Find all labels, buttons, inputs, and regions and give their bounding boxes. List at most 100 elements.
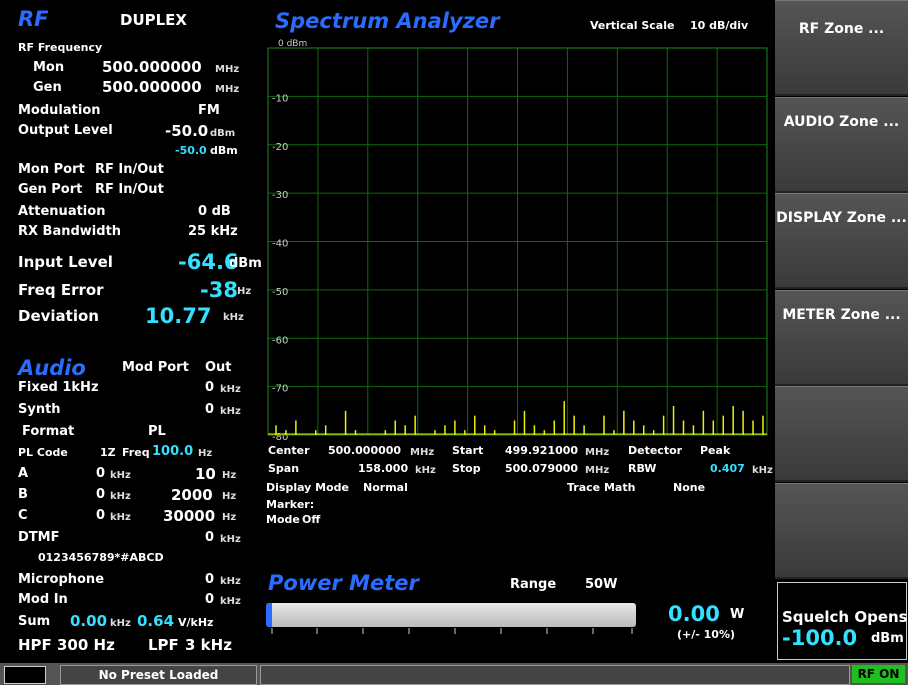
spectrum-scale-label: Vertical Scale xyxy=(590,19,675,32)
audio-title: Audio xyxy=(18,356,86,380)
softkeys-2[interactable]: DISPLAY Zone ... xyxy=(776,210,907,226)
indicator xyxy=(4,666,46,684)
rf-gen-port-value: RF In/Out xyxy=(95,182,164,197)
audio-hpf-value: 300 Hz xyxy=(57,636,115,654)
audio-format-label: Format xyxy=(22,424,75,439)
y-tick-label: -50 xyxy=(272,287,288,298)
rf-output-level-actual: -50.0 xyxy=(175,144,207,157)
audio-sum-value: 0.00 xyxy=(70,612,108,630)
spectrum-span-value: 158.000 xyxy=(358,462,409,475)
rf-mon-port-value: RF In/Out xyxy=(95,162,164,177)
softkeys-3[interactable]: METER Zone ... xyxy=(782,306,901,323)
power-meter-value: 0.00 xyxy=(668,602,720,626)
y-tick-label: -40 xyxy=(272,239,288,250)
audio-tones-1-label: B xyxy=(18,487,28,502)
power-bar xyxy=(266,603,636,627)
audio-tones-0-level-unit: kHz xyxy=(110,470,131,481)
spectrum-scale: 10 dB/div xyxy=(690,19,749,32)
rf-gen-unit: MHz xyxy=(215,84,240,95)
rf-gen-value: 500.000000 xyxy=(102,78,202,96)
audio-dtmf-label: DTMF xyxy=(18,530,60,545)
audio-lpf-label: LPF xyxy=(148,636,179,654)
softkey[interactable]: DISPLAY Zone ... xyxy=(775,193,908,289)
rf-mode: DUPLEX xyxy=(120,11,187,29)
squelch-unit: dBm xyxy=(871,631,904,646)
spectrum-detector-label: Detector xyxy=(628,444,683,457)
audio-mod-in-value: 0 xyxy=(205,592,215,607)
spectrum-center-label: Center xyxy=(268,444,310,457)
rf-output-level-label: Output Level xyxy=(18,123,113,138)
rf-freq-error-value: -38 xyxy=(200,278,238,302)
rf-attenuation-label: Attenuation xyxy=(18,204,106,219)
softkeys-0[interactable]: RF Zone ... xyxy=(798,21,885,37)
spectrum-stop-value: 500.079000 xyxy=(505,462,579,475)
power-meter-title: Power Meter xyxy=(268,571,419,595)
rf-output-level-unit: dBm xyxy=(210,128,236,139)
audio-sum-unit: kHz xyxy=(110,618,131,629)
spectrum-rbw-unit: kHz xyxy=(752,465,773,476)
power-meter-range: 50W xyxy=(585,577,618,592)
audio-synth-label: Synth xyxy=(18,402,61,417)
audio-tones-0-freq-unit: Hz xyxy=(222,470,237,481)
audio-fixed-label: Fixed 1kHz xyxy=(18,380,99,395)
rf-modulation-label: Modulation xyxy=(18,103,101,118)
audio-dtmf-unit: kHz xyxy=(220,534,241,545)
spectrum-display-mode-value: Normal xyxy=(363,481,408,494)
rf-input-level-unit: dBm xyxy=(229,256,262,271)
softkey[interactable]: AUDIO Zone ... xyxy=(775,96,908,193)
spectrum-span-label: Span xyxy=(268,462,300,475)
rf-freq-error-unit: Hz xyxy=(237,286,252,297)
audio-sum-sens-unit: V/kHz xyxy=(178,616,214,629)
spectrum-center-value: 500.000000 xyxy=(328,444,402,457)
audio-mod-in-label: Mod In xyxy=(18,592,68,607)
audio-pl-code-freq: 100.0 xyxy=(152,444,194,459)
rf-title: RF xyxy=(18,7,49,31)
preset-status: No Preset Loaded xyxy=(60,665,257,685)
softkeys-1[interactable]: AUDIO Zone ... xyxy=(783,113,900,130)
audio-pl-code-unit: Hz xyxy=(198,448,213,459)
audio-lpf-value: 3 kHz xyxy=(185,636,232,654)
audio-fixed-value: 0 xyxy=(205,380,215,395)
spectrum-title: Spectrum Analyzer xyxy=(275,9,500,33)
rf-mon-unit: MHz xyxy=(215,64,240,75)
power-meter-range-label: Range xyxy=(510,577,557,592)
softkey[interactable]: METER Zone ... xyxy=(775,289,908,386)
power-meter-tolerance: (+/- 10%) xyxy=(677,628,736,641)
audio-tones-0-level: 0 xyxy=(96,466,106,481)
audio-mod-in-unit: kHz xyxy=(220,596,241,607)
spectrum-start-value: 499.921000 xyxy=(505,444,579,457)
rf-mon-value: 500.000000 xyxy=(102,58,202,76)
rf-deviation-label: Deviation xyxy=(18,307,99,325)
y-tick-label: -60 xyxy=(272,335,288,346)
audio-pl-code-code: 1Z xyxy=(100,446,116,459)
audio-tones-2-level: 0 xyxy=(96,508,106,523)
audio-fixed-unit: kHz xyxy=(220,384,241,395)
rf-deviation-unit: kHz xyxy=(223,312,244,323)
rf-deviation-value: 10.77 xyxy=(145,304,212,328)
spectrum-rbw-label: RBW xyxy=(628,462,657,475)
softkey[interactable] xyxy=(775,386,908,482)
audio-tones-2-freq: 30000 xyxy=(163,507,216,525)
audio-mod-port-label: Mod Port xyxy=(122,360,189,375)
spectrum-start-label: Start xyxy=(452,444,484,457)
rf-freq-label: RF Frequency xyxy=(18,41,103,54)
audio-hpf-label: HPF xyxy=(18,636,52,654)
y-tick-label: -70 xyxy=(272,384,288,395)
spectrum-trace-math-label: Trace Math xyxy=(567,481,636,494)
softkey[interactable]: RF Zone ... xyxy=(775,0,908,96)
rf-rx-bandwidth-value: 25 kHz xyxy=(188,224,238,239)
plot-frame xyxy=(267,47,768,436)
spectrum-detector-value: Peak xyxy=(700,444,731,457)
squelch-box: Squelch Opens -100.0 dBm xyxy=(777,582,908,660)
spectrum-stop-label: Stop xyxy=(452,462,481,475)
rf-output-level-value: -50.0 xyxy=(165,122,209,140)
rf-freq-error-label: Freq Error xyxy=(18,281,104,299)
rf-attenuation-value: 0 dB xyxy=(198,204,231,219)
audio-tones-2-freq-unit: Hz xyxy=(222,512,237,523)
audio-microphone-unit: kHz xyxy=(220,576,241,587)
audio-synth-unit: kHz xyxy=(220,406,241,417)
softkey[interactable] xyxy=(775,482,908,579)
audio-synth-value: 0 xyxy=(205,402,215,417)
power-fill xyxy=(266,603,272,627)
